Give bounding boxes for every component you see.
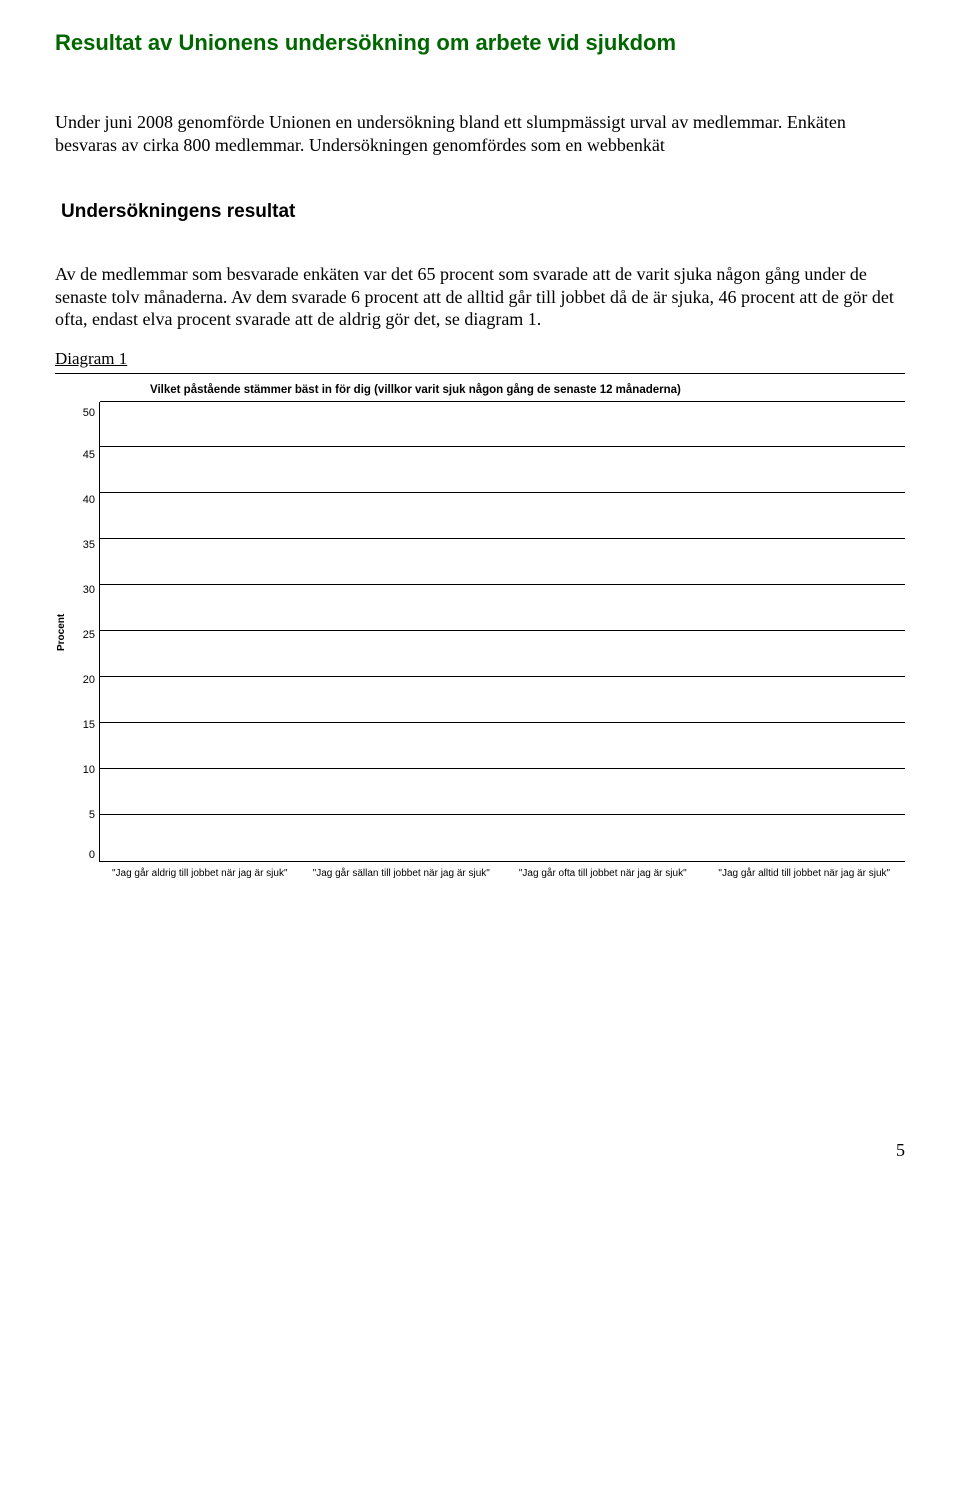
grid-line (100, 722, 905, 723)
x-axis-labels: "Jag går aldrig till jobbet när jag är s… (99, 868, 905, 881)
grid-line (100, 538, 905, 539)
y-axis-ticks: 50454035302520151050 (73, 402, 99, 862)
intro-paragraph: Under juni 2008 genomförde Unionen en un… (55, 111, 905, 156)
y-tick: 15 (73, 720, 95, 731)
grid-line (100, 401, 905, 402)
grid-line (100, 584, 905, 585)
plot-area (99, 402, 905, 862)
y-tick: 0 (73, 850, 95, 861)
x-label: "Jag går ofta till jobbet när jag är sju… (502, 868, 704, 881)
y-tick: 45 (73, 450, 95, 461)
y-tick: 25 (73, 630, 95, 641)
body-paragraph: Av de medlemmar som besvarade enkäten va… (55, 263, 905, 331)
grid-line (100, 446, 905, 447)
x-label: "Jag går alltid till jobbet när jag är s… (704, 868, 906, 881)
results-subheading: Undersökningens resultat (61, 201, 905, 223)
x-label: "Jag går sällan till jobbet när jag är s… (301, 868, 503, 881)
chart-area: Procent 50454035302520151050 (55, 402, 905, 862)
grid-line (100, 814, 905, 815)
chart-container: Vilket påstående stämmer bäst in för dig… (55, 373, 905, 881)
y-tick: 40 (73, 495, 95, 506)
page-number: 5 (55, 1140, 905, 1161)
grid-line (100, 492, 905, 493)
y-tick: 30 (73, 585, 95, 596)
y-tick: 35 (73, 540, 95, 551)
y-tick: 50 (73, 408, 95, 419)
chart-title: Vilket påstående stämmer bäst in för dig… (150, 384, 905, 396)
grid-line (100, 768, 905, 769)
y-tick: 10 (73, 765, 95, 776)
y-axis-label: Procent (55, 402, 73, 862)
y-tick: 5 (73, 810, 95, 821)
grid-line (100, 676, 905, 677)
diagram-label: Diagram 1 (55, 349, 905, 369)
page-title: Resultat av Unionens undersökning om arb… (55, 30, 905, 56)
y-tick: 20 (73, 675, 95, 686)
grid-line (100, 630, 905, 631)
x-label: "Jag går aldrig till jobbet när jag är s… (99, 868, 301, 881)
